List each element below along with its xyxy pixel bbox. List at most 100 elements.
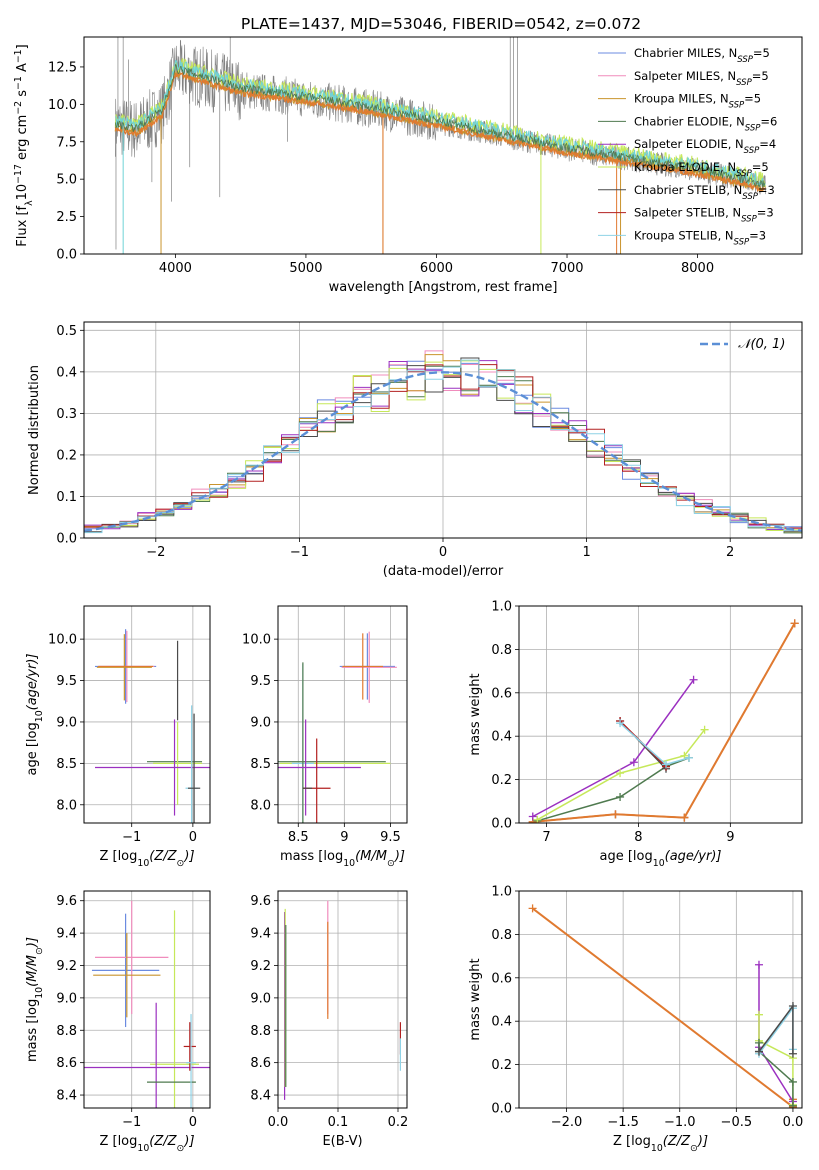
x-axis-label: Z [log10(Z/Z⊙)]	[99, 849, 194, 869]
x-tick-label: 9	[726, 830, 734, 845]
legend-label: Kroupa ELODIE, NSSP=5	[634, 160, 769, 179]
y-tick-label: 2.5	[56, 210, 77, 225]
legend-label: 𝒩(0, 1)	[738, 337, 785, 352]
ticks: −1 0 8.0 8.5 9.0 9.5 10.0	[48, 633, 197, 845]
axes-frame	[83, 605, 211, 824]
y-tick-label: 5.0	[56, 173, 77, 188]
x-tick-label: 2	[726, 545, 734, 560]
y-tick-label: 8.8	[56, 1024, 77, 1039]
weight-point-marker	[754, 1010, 763, 1019]
plot-area	[278, 891, 407, 1108]
legend: 𝒩(0, 1)	[700, 337, 785, 352]
x-tick-label: −1.5	[607, 1115, 639, 1130]
y-tick-label: 0.5	[56, 324, 77, 339]
ticks: 7 8 9 0.0 0.2 0.4 0.6 0.8 1.0	[491, 600, 734, 846]
x-tick-label: 5000	[289, 261, 322, 276]
weight-series-line	[532, 622, 796, 823]
mass-vs-extinction-plot: 0.0 0.1 0.2 8.4 8.6 8.8 9.0 9.2 9.4 9.6 E(B-V)	[250, 890, 408, 1149]
y-tick-label: 0.4	[56, 365, 77, 380]
y-tick-label: 10.0	[48, 98, 77, 113]
weight-point-marker	[689, 675, 698, 684]
y-tick-label: 9.5	[56, 674, 77, 689]
gaussian-curve	[84, 371, 802, 532]
y-tick-label: 12.5	[48, 60, 77, 75]
y-tick-label: 0.2	[491, 1058, 512, 1073]
age-vs-mass-plot: 8.5 9 9.5 8.0 8.5 9.0 9.5 10.0 mass [log10(M/M⊙)…	[242, 605, 408, 869]
legend-label: Kroupa STELIB, NSSP=3	[634, 228, 766, 247]
weight-point-marker	[611, 810, 620, 819]
ticks: −2 −1 0 1 2 0.0 0.1 0.2 0.3 0.4 0.5	[56, 324, 734, 560]
y-tick-label: 10.0	[242, 633, 271, 648]
axes-frame	[518, 890, 803, 1109]
legend-label: Salpeter STELIB, NSSP=3	[634, 206, 774, 225]
x-tick-label: −1	[290, 545, 309, 560]
axes-frame	[277, 605, 408, 824]
spectrum-plot: 4000 5000 6000 7000 8000 0.0 2.5 5.0 7.5 10.0 12.5…	[13, 36, 803, 295]
x-axis-label: age [log10(age/yr)]	[600, 849, 722, 869]
weight-point-marker	[680, 813, 689, 822]
y-tick-label: 9.4	[56, 927, 77, 942]
x-tick-label: 8000	[681, 261, 714, 276]
y-tick-label: 0.2	[56, 448, 77, 463]
x-tick-label: 4000	[159, 261, 192, 276]
y-tick-label: 0.4	[491, 730, 512, 745]
weight-point-marker	[528, 904, 537, 913]
x-tick-label: 1	[582, 545, 590, 560]
y-tick-label: 8.8	[250, 1024, 271, 1039]
legend-label: Chabrier MILES, NSSP=5	[634, 46, 770, 65]
ticks: −1 0 8.4 8.6 8.8 9.0 9.2 9.4 9.6	[56, 894, 197, 1130]
x-tick-label: 9	[340, 830, 348, 845]
weight-vs-age-plot: 7 8 9 0.0 0.2 0.4 0.6 0.8 1.0 age [log10(age/yr)]…	[468, 600, 803, 869]
y-tick-label: 8.5	[56, 757, 77, 772]
x-tick-label: 0	[189, 1115, 197, 1130]
y-axis-label: Flux [fλ10−17 erg cm−2 s−1 A−1]	[13, 44, 35, 246]
x-tick-label: 6000	[420, 261, 453, 276]
x-tick-label: −0.5	[721, 1115, 753, 1130]
y-tick-label: 0.0	[56, 532, 77, 547]
legend-label: Salpeter ELODIE, NSSP=4	[634, 137, 776, 156]
plot-area	[84, 891, 210, 1108]
y-axis-label: mass [log10(M/M⊙)]	[25, 937, 45, 1062]
x-tick-label: 8	[634, 830, 642, 845]
y-tick-label: 0.8	[491, 643, 512, 658]
ticks: 8.5 9 9.5 8.0 8.5 9.0 9.5 10.0	[242, 633, 401, 845]
weight-point-marker	[788, 1077, 797, 1086]
y-tick-label: 8.6	[56, 1056, 77, 1071]
weight-point-marker	[684, 753, 693, 762]
x-tick-label: 9.5	[380, 830, 401, 845]
y-tick-label: 0.8	[491, 928, 512, 943]
x-axis-label: Z [log10(Z/Z⊙)]	[613, 1134, 708, 1154]
plot-area	[519, 606, 802, 823]
weight-point-marker	[700, 725, 709, 734]
x-axis-label: mass [log10(M/M⊙)]	[280, 849, 405, 869]
weight-point-marker	[662, 760, 671, 769]
weight-series-line	[758, 1042, 794, 1106]
x-tick-label: −1	[122, 830, 141, 845]
y-tick-label: 0.0	[491, 817, 512, 832]
weight-point-marker	[629, 758, 638, 767]
x-axis-label: (data-model)/error	[383, 564, 504, 579]
x-tick-label: −2	[146, 545, 165, 560]
y-tick-label: 1.0	[491, 885, 512, 900]
weight-point-marker	[788, 1101, 797, 1108]
y-tick-label: 9.5	[250, 674, 271, 689]
y-tick-label: 0.2	[491, 773, 512, 788]
y-tick-label: 7.5	[56, 135, 77, 150]
x-axis-label: E(B-V)	[322, 1134, 362, 1149]
weight-series-line	[537, 729, 706, 821]
y-tick-label: 0.6	[491, 686, 512, 701]
y-tick-label: 0.6	[491, 971, 512, 986]
x-tick-label: −1	[122, 1115, 141, 1130]
x-axis-label: Z [log10(Z/Z⊙)]	[99, 1134, 194, 1154]
y-axis-label: mass weight	[468, 673, 483, 755]
axes-frame	[83, 321, 803, 539]
model-spectrum-line	[114, 64, 766, 188]
x-tick-label: 0.0	[268, 1115, 289, 1130]
weight-point-marker	[788, 1049, 797, 1058]
y-tick-label: 9.0	[56, 991, 77, 1006]
axes-frame	[277, 890, 408, 1109]
ticks: −2.0 −1.5 −1.0 −0.5 0.0 0.0 0.2 0.4 0.6 0.8 1.0	[491, 885, 803, 1131]
weight-point-marker	[754, 1047, 763, 1056]
y-tick-label: 0.0	[56, 248, 77, 263]
